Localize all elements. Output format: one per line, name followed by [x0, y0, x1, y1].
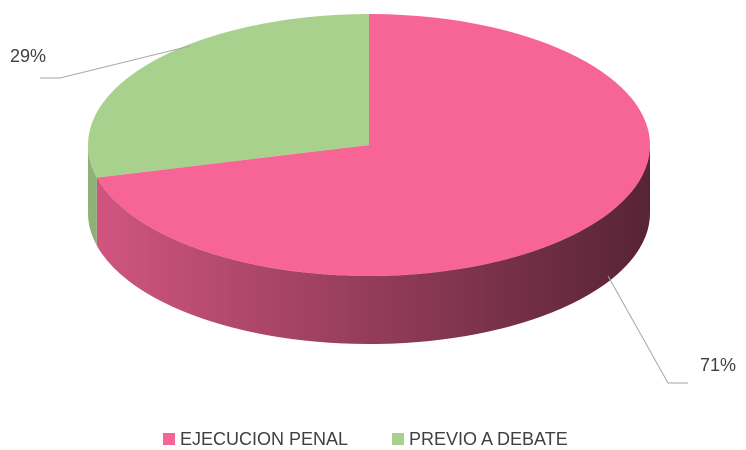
pie-slice	[96, 14, 651, 276]
pie-side-shade	[88, 145, 97, 246]
legend-swatch	[392, 433, 404, 445]
leader-line	[607, 275, 688, 384]
pie-slice	[88, 14, 369, 178]
data-label: 29%	[10, 46, 46, 66]
legend-swatch	[163, 433, 175, 445]
data-label: 71%	[700, 355, 736, 375]
legend-label: PREVIO A DEBATE	[409, 429, 568, 449]
leader-line	[40, 45, 191, 79]
pie-side-shade	[96, 145, 650, 344]
legend-label: EJECUCION PENAL	[180, 429, 348, 449]
